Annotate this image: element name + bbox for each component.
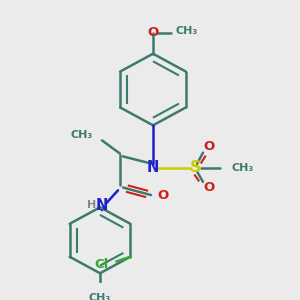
Text: O: O: [203, 140, 214, 154]
Text: CH₃: CH₃: [232, 163, 254, 173]
Text: O: O: [147, 26, 159, 40]
Text: O: O: [158, 190, 169, 202]
Text: Cl: Cl: [94, 258, 108, 271]
Text: N: N: [96, 198, 108, 213]
Text: CH₃: CH₃: [175, 26, 197, 36]
Text: O: O: [203, 181, 214, 194]
Text: H: H: [87, 200, 97, 210]
Text: S: S: [190, 160, 202, 175]
Text: CH₃: CH₃: [89, 293, 111, 300]
Text: CH₃: CH₃: [71, 130, 93, 140]
Text: N: N: [147, 160, 159, 175]
